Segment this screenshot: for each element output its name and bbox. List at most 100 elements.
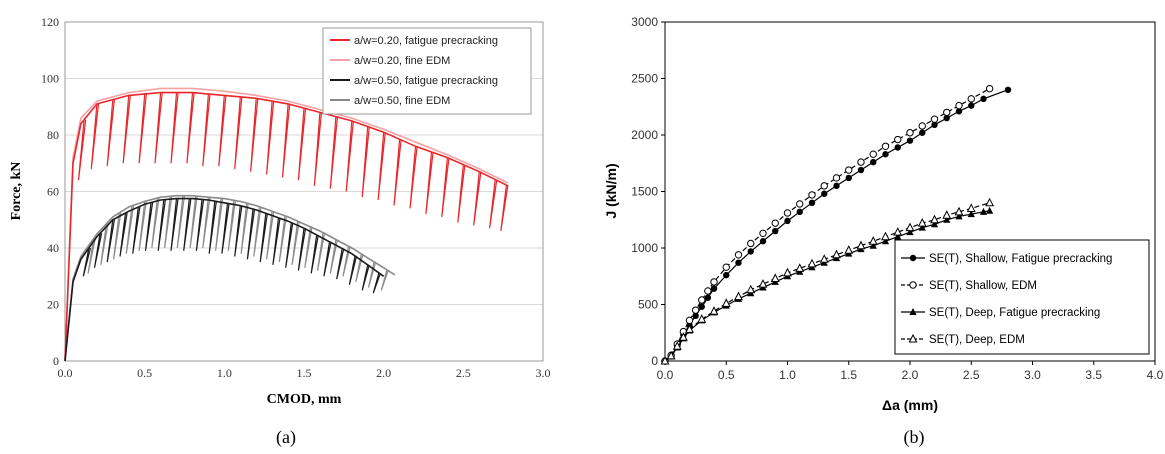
a-legend-box [322, 27, 532, 115]
a-unload-line [170, 198, 179, 251]
b-legend-box [894, 239, 1150, 355]
a-legend-label: a/w=0.20, fatigue precracking [354, 35, 498, 47]
a-unload-line [176, 195, 186, 249]
b-data-point [930, 220, 939, 228]
b-x-tick-label: 1.0 [779, 368, 796, 382]
b-data-point [943, 114, 950, 122]
b-y-tick-label: 3000 [631, 15, 658, 29]
a-x-tick-label: 0.5 [137, 366, 152, 380]
a-x-tick-label: 1.0 [217, 366, 232, 380]
a-unload-line [144, 202, 154, 251]
a-legend: a/w=0.20, fatigue precracking a/w=0.20, f… [322, 27, 532, 115]
b-data-point [698, 296, 706, 304]
a-unload-line [106, 99, 115, 167]
b-data-point [909, 308, 917, 315]
a-unload-line [266, 211, 275, 260]
a-unload-line [441, 157, 450, 217]
a-y-tick-label: 80 [47, 128, 59, 142]
b-legend-label: SE(T), Shallow, Fatigue precracking [929, 253, 1112, 265]
a-unload-line [304, 226, 313, 268]
a-unload-line [125, 205, 135, 254]
b-data-point [894, 144, 901, 151]
b-data-point [784, 217, 791, 225]
b-data-point [857, 166, 865, 174]
a-x-tick-label: 2.5 [456, 366, 471, 380]
a-unload-line [87, 238, 96, 274]
b-data-point [735, 259, 742, 266]
b-data-point [943, 215, 951, 223]
a-series-3 [64, 194, 396, 362]
a-unload-line [259, 213, 268, 263]
b-data-point [954, 206, 964, 216]
b-series-3 [660, 197, 995, 365]
b-x-tick-label: 1.5 [840, 368, 857, 382]
a-unload-line [208, 201, 217, 254]
b-data-point [906, 137, 914, 144]
a-unload-line [361, 126, 370, 198]
b-data-point [894, 232, 902, 240]
b-data-point [770, 273, 780, 283]
a-y-tick-label: 40 [47, 241, 59, 255]
b-x-tick-label: 4.0 [1147, 368, 1164, 382]
b-data-point [783, 267, 792, 277]
b-data-point [710, 278, 718, 286]
a-y-tick-label: 120 [41, 15, 59, 29]
a-unload-line [77, 119, 87, 181]
a-unload-line [329, 239, 339, 274]
b-x-tick-label: 2.0 [902, 368, 919, 382]
a-unload-line [329, 116, 339, 189]
a-unload-line [202, 93, 211, 167]
b-data-point [722, 263, 730, 271]
b-data-point [857, 158, 865, 166]
a-unload-line [246, 208, 256, 260]
b-data-point [955, 108, 963, 115]
b-data-point [759, 238, 767, 245]
b-data-point [821, 190, 828, 197]
b-x-tick-label: 0.5 [718, 368, 735, 382]
a-x-tick-label: 0.0 [58, 366, 73, 380]
b-data-point [870, 158, 877, 166]
a-caption: (a) [276, 427, 296, 448]
a-unload-line [316, 232, 326, 271]
b-data-point [833, 182, 840, 190]
b-y-tick-label: 2500 [631, 72, 658, 86]
a-unload-line [106, 219, 115, 263]
b-x-tick-label: 3.0 [1024, 368, 1041, 382]
b-data-point [967, 210, 975, 218]
chart-a: 0 20 40 60 80 100 120 0.0 0.5 1.0 1.5 2.0 2.5 3.0 a/w… [9, 15, 551, 448]
b-data-point [820, 182, 828, 190]
a-unload-line [348, 255, 358, 285]
b-data-point [660, 355, 670, 365]
b-y-axis-label: J (kN/m) [603, 163, 619, 218]
b-caption: (b) [904, 427, 925, 448]
a-unload-line [291, 221, 300, 265]
b-data-point [747, 239, 755, 248]
a-series-envelope [64, 194, 396, 362]
b-data-point [734, 251, 743, 259]
a-y-tick-label: 60 [47, 185, 59, 199]
a-y-tick-label: 0 [53, 354, 59, 368]
a-legend-label: a/w=0.50, fine EDM [354, 95, 450, 107]
a-unload-line [195, 199, 205, 251]
b-data-point [955, 101, 963, 110]
b-data-point [882, 151, 889, 158]
b-data-point [845, 174, 852, 182]
a-unload-line [132, 206, 141, 254]
a-unload-line [227, 200, 237, 251]
b-data-point [918, 122, 926, 130]
a-unload-line [278, 215, 288, 263]
b-data-point [795, 263, 805, 272]
a-unload-line [285, 222, 294, 268]
a-unload-line [113, 212, 122, 260]
a-unload-line [253, 206, 262, 257]
b-data-point [868, 236, 878, 245]
a-unload-line [409, 146, 418, 209]
b-data-point [942, 210, 952, 219]
b-data-point [966, 203, 976, 212]
b-data-point [856, 240, 866, 250]
b-data-point [1004, 86, 1012, 94]
b-data-point [906, 228, 914, 236]
b-data-point [771, 219, 779, 227]
b-data-point [734, 291, 743, 301]
